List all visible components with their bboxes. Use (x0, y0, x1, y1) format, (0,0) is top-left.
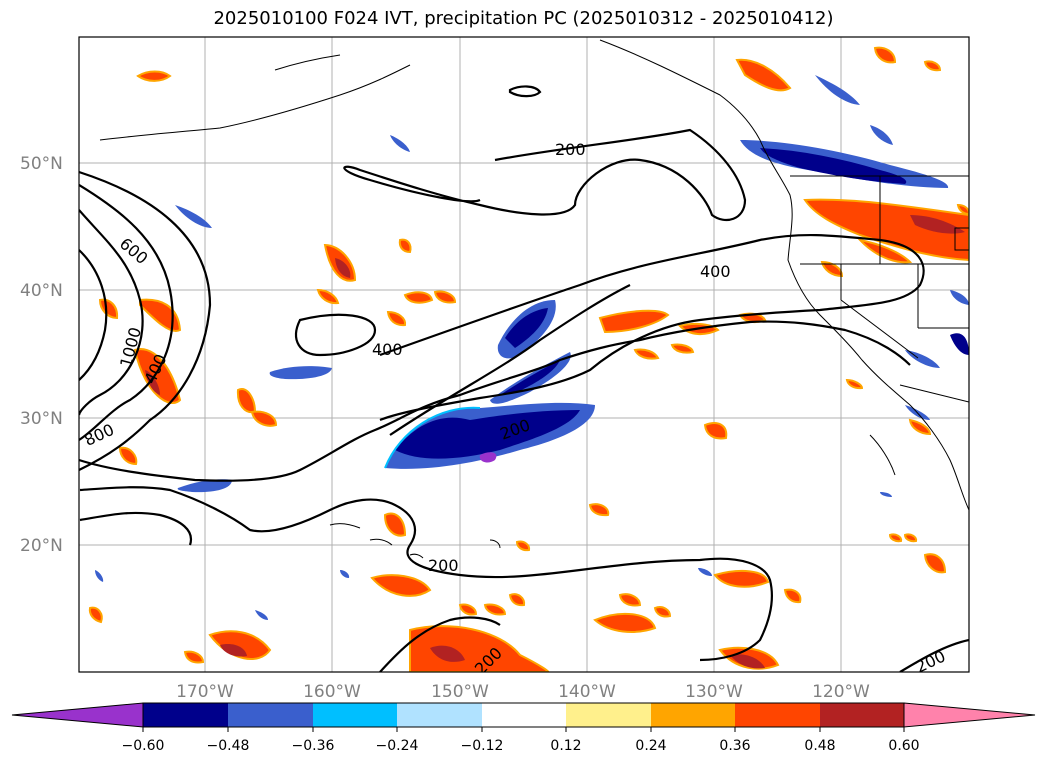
lon-label: 170°W (176, 682, 234, 702)
colorbar-extend-right (903, 702, 1036, 728)
colorbar-extend-left (11, 702, 144, 728)
colorbar: −0.60 −0.48 −0.36 −0.24 −0.12 0.12 0.24 … (11, 702, 1036, 754)
precip-positive-regions (88, 46, 969, 672)
lat-label: 20°N (20, 536, 63, 556)
colorbar-tick-label: 0.12 (550, 738, 581, 754)
contour-label: 200 (428, 556, 459, 575)
lon-label: 140°W (558, 682, 616, 702)
colorbar-tick-label: −0.24 (376, 738, 419, 754)
colorbar-ticks (142, 727, 905, 732)
colorbar-outline (142, 702, 905, 728)
coastlines (99, 39, 969, 559)
longitude-labels: 170°W 160°W 150°W 140°W 130°W 120°W (176, 682, 870, 702)
contour-labels: 200 400 600 800 1000 400 400 200 200 200… (81, 140, 948, 672)
latitude-labels: 50°N 40°N 30°N 20°N (20, 154, 63, 556)
contour-label: 200 (555, 140, 586, 159)
colorbar-tick-label: 0.24 (635, 738, 666, 754)
map-background (79, 37, 969, 672)
colorbar-tick-label: 0.36 (719, 738, 750, 754)
colorbar-segment (735, 703, 820, 727)
lat-label: 50°N (20, 154, 63, 174)
colorbar-segment (228, 703, 313, 727)
colorbar-segment (651, 703, 735, 727)
colorbar-segment (397, 703, 482, 727)
colorbar-segment (482, 703, 566, 727)
map-content: 200 400 600 800 1000 400 400 200 200 200… (79, 37, 969, 672)
contour-label: 400 (700, 262, 731, 281)
lon-label: 150°W (431, 682, 489, 702)
lat-label: 40°N (20, 281, 63, 301)
contour-label: 400 (372, 340, 403, 359)
colorbar-segment (566, 703, 651, 727)
colorbar-tick-label: −0.48 (207, 738, 250, 754)
map-frame (78, 36, 970, 673)
colorbar-tick-label: 0.48 (804, 738, 835, 754)
colorbar-tick-label: 0.60 (888, 738, 919, 754)
precip-negative-main-band (95, 75, 969, 620)
borders (790, 175, 969, 403)
map-title: 2025010100 F024 IVT, precipitation PC (2… (213, 8, 834, 29)
colorbar-tick-labels: −0.60 −0.48 −0.36 −0.24 −0.12 0.12 0.24 … (122, 738, 920, 754)
lon-label: 160°W (303, 682, 361, 702)
colorbar-tick-label: −0.36 (292, 738, 335, 754)
colorbar-segment (313, 703, 397, 727)
lon-label: 120°W (812, 682, 870, 702)
lat-label: 30°N (20, 409, 63, 429)
lon-label: 130°W (685, 682, 743, 702)
ivt-contours (79, 85, 969, 672)
colorbar-tick-label: −0.60 (122, 738, 165, 754)
colorbar-segment (820, 703, 904, 727)
colorbar-segment (143, 703, 228, 727)
colorbar-tick-label: −0.12 (461, 738, 504, 754)
